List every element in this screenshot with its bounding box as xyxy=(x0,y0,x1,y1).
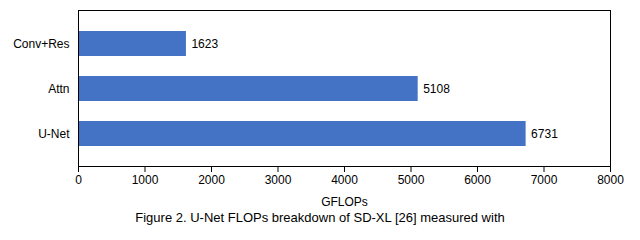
svg-text:1623: 1623 xyxy=(191,37,218,51)
svg-text:6731: 6731 xyxy=(531,127,558,141)
svg-text:GFLOPs: GFLOPs xyxy=(321,195,368,209)
svg-text:Attn: Attn xyxy=(48,82,69,96)
svg-text:3000: 3000 xyxy=(265,173,292,187)
svg-text:5108: 5108 xyxy=(423,82,450,96)
svg-text:4000: 4000 xyxy=(331,173,358,187)
html-text:Figure 2. U-Net FLOPs breakdow: Figure 2. U-Net FLOPs breakdown of SD-XL… xyxy=(135,210,505,225)
svg-text:Conv+Res: Conv+Res xyxy=(13,37,69,51)
svg-text:6000: 6000 xyxy=(464,173,491,187)
svg-text:1000: 1000 xyxy=(132,173,159,187)
svg-text:7000: 7000 xyxy=(531,173,558,187)
svg-text:8000: 8000 xyxy=(597,173,624,187)
svg-text:0: 0 xyxy=(75,173,82,187)
svg-text:2000: 2000 xyxy=(198,173,225,187)
svg-text:U-Net: U-Net xyxy=(38,127,70,141)
svg-text:5000: 5000 xyxy=(398,173,425,187)
